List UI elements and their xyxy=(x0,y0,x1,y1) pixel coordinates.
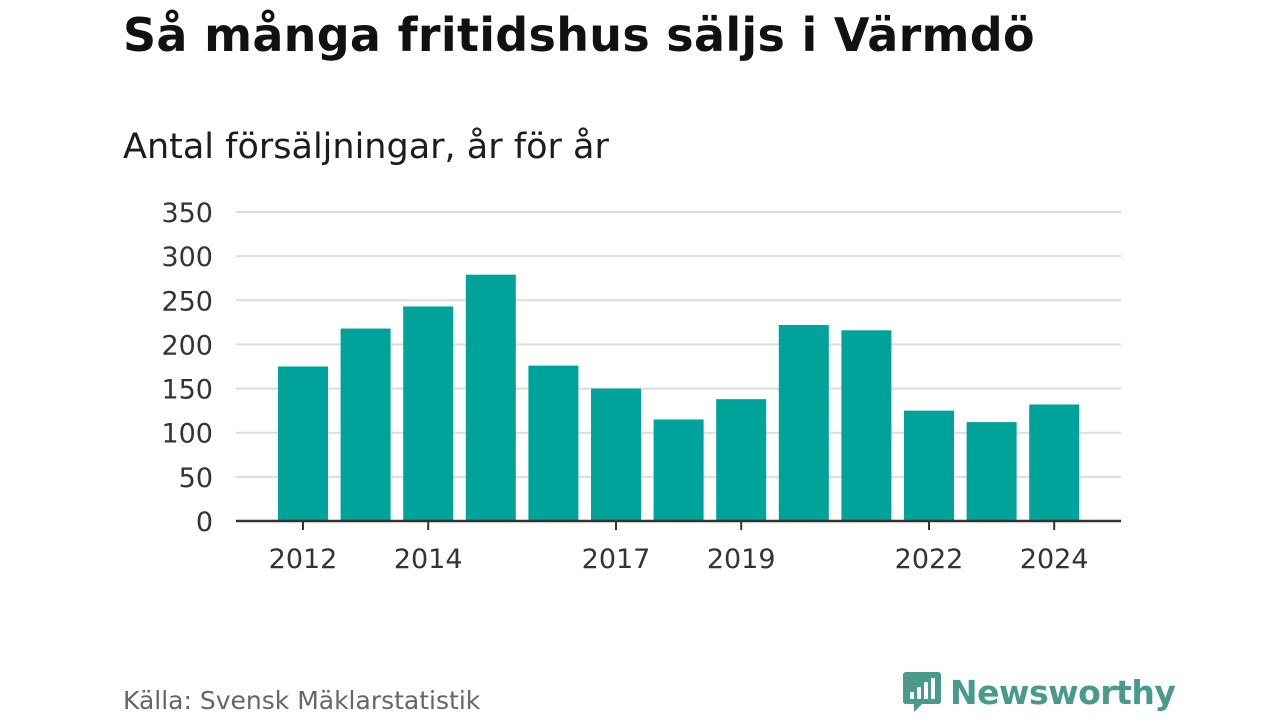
bar-2015 xyxy=(465,274,516,521)
chart-title: Så många fritidshus säljs i Värmdö xyxy=(123,8,1035,62)
bar-2019 xyxy=(716,399,767,521)
bar-2023 xyxy=(966,422,1017,521)
y-tick-label: 250 xyxy=(161,286,213,317)
y-tick-label: 300 xyxy=(161,242,213,273)
bar-2021 xyxy=(841,330,892,521)
newsworthy-logo-icon xyxy=(903,672,941,712)
x-tick-label: 2012 xyxy=(269,544,338,575)
bar-2014 xyxy=(403,306,454,521)
x-tick-label: 2014 xyxy=(394,544,463,575)
x-axis-labels: 2012 2014 2017 2019 2022 2024 xyxy=(269,544,1089,575)
chart-subtitle: Antal försäljningar, år för år xyxy=(123,127,609,167)
bar-2020 xyxy=(778,325,829,521)
brand-name: Newsworthy xyxy=(950,672,1176,712)
y-tick-label: 150 xyxy=(161,375,213,406)
y-tick-label: 350 xyxy=(161,198,213,229)
y-axis-labels: 0 50 100 150 200 250 300 350 xyxy=(161,198,213,538)
bar-2016 xyxy=(528,365,579,521)
x-axis xyxy=(236,519,1121,530)
bar-2017 xyxy=(591,388,641,521)
x-tick-label: 2024 xyxy=(1020,544,1089,575)
y-tick-label: 200 xyxy=(161,330,213,361)
x-tick-label: 2022 xyxy=(895,544,964,575)
bar-2012 xyxy=(278,366,328,521)
y-tick-label: 50 xyxy=(179,463,213,494)
y-tick-label: 100 xyxy=(161,419,213,450)
x-tick-label: 2017 xyxy=(582,544,651,575)
bar-2024 xyxy=(1029,404,1080,521)
y-tick-label: 0 xyxy=(196,507,213,538)
bars xyxy=(278,274,1080,521)
bar-2013 xyxy=(340,328,391,521)
source-note: Källa: Svensk Mäklarstatistik xyxy=(123,686,481,715)
bar-2022 xyxy=(904,410,954,521)
newsworthy-logo: Newsworthy xyxy=(902,670,1176,714)
x-tick-label: 2019 xyxy=(707,544,776,575)
bar-2018 xyxy=(653,419,704,521)
